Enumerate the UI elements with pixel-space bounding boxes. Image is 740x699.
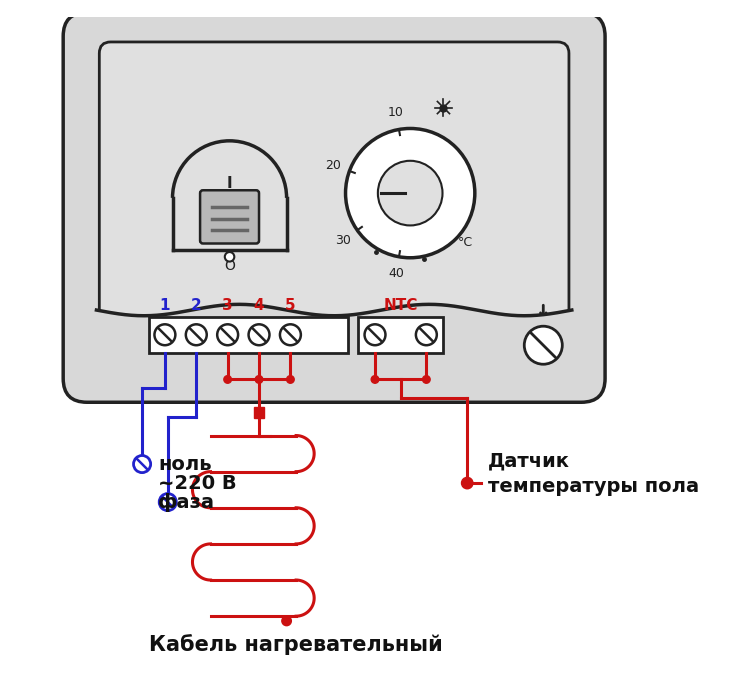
- Text: ноль: ноль: [158, 454, 212, 473]
- Text: 40: 40: [388, 267, 404, 280]
- Circle shape: [249, 324, 269, 345]
- Text: °C: °C: [458, 236, 473, 249]
- FancyBboxPatch shape: [63, 13, 605, 402]
- Circle shape: [365, 324, 386, 345]
- Circle shape: [155, 324, 175, 345]
- Text: 2: 2: [191, 298, 202, 313]
- Bar: [149, 317, 349, 353]
- Text: 1: 1: [160, 298, 170, 313]
- Text: 3: 3: [222, 298, 233, 313]
- Text: O: O: [224, 259, 235, 273]
- Circle shape: [524, 326, 562, 364]
- Text: I: I: [226, 176, 232, 191]
- Text: 5: 5: [285, 298, 296, 313]
- Text: 4: 4: [254, 298, 264, 313]
- Text: NTC: NTC: [383, 298, 418, 313]
- Circle shape: [218, 324, 238, 345]
- Circle shape: [255, 375, 263, 383]
- Circle shape: [462, 477, 473, 489]
- Bar: [358, 317, 443, 353]
- Circle shape: [223, 375, 232, 383]
- Circle shape: [225, 252, 235, 261]
- Text: 20: 20: [326, 159, 341, 172]
- Circle shape: [416, 324, 437, 345]
- FancyBboxPatch shape: [200, 190, 259, 243]
- Text: 10: 10: [388, 106, 404, 119]
- Circle shape: [133, 456, 151, 473]
- Text: ~220 В: ~220 В: [158, 473, 237, 493]
- Text: Кабель нагревательный: Кабель нагревательный: [149, 634, 443, 655]
- Circle shape: [378, 161, 443, 226]
- Text: 30: 30: [335, 233, 352, 247]
- Circle shape: [159, 493, 176, 511]
- Text: Датчик
температуры пола: Датчик температуры пола: [488, 452, 699, 496]
- Circle shape: [282, 616, 292, 626]
- FancyBboxPatch shape: [99, 42, 569, 322]
- Bar: [255, 407, 263, 419]
- Circle shape: [423, 375, 430, 383]
- Circle shape: [286, 375, 295, 383]
- Circle shape: [346, 129, 475, 258]
- Text: фаза: фаза: [158, 493, 215, 512]
- Circle shape: [280, 324, 301, 345]
- Circle shape: [186, 324, 206, 345]
- Circle shape: [371, 375, 379, 383]
